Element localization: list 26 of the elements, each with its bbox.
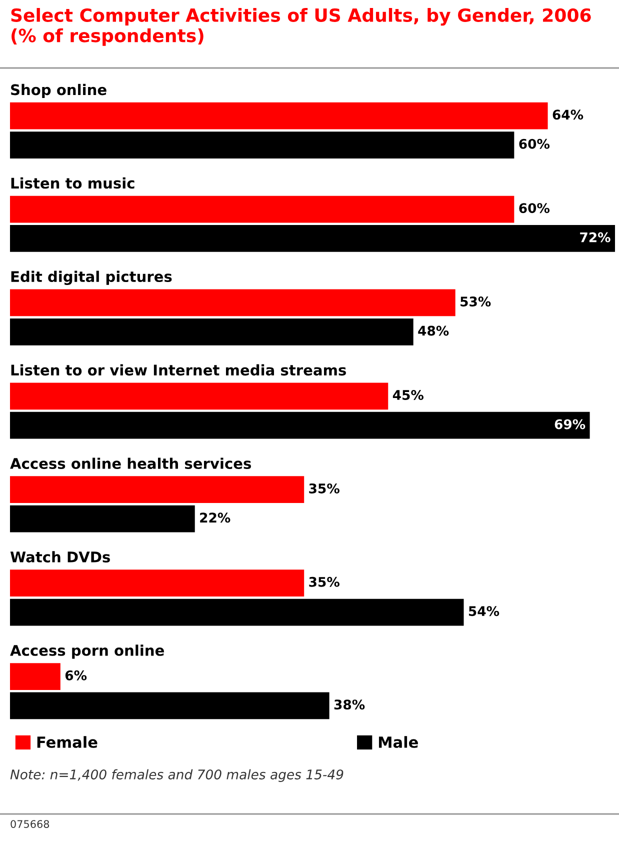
text: 075668 — [10, 820, 50, 828]
data-label: 6% — [65, 670, 87, 680]
data-label: 22% — [200, 512, 230, 523]
y-tick-label: Listen to music — [11, 177, 134, 189]
data-label: 69% — [554, 419, 586, 430]
y-tick-label: Access online health services — [10, 458, 251, 470]
y-tick-label: Edit digital pictures — [11, 270, 172, 285]
data-label: 72% — [580, 232, 610, 242]
y-tick-label: Access porn online — [10, 644, 164, 659]
y-tick-label: Watch DVDs — [10, 551, 110, 562]
y-tick-label: Shop online — [11, 84, 106, 98]
data-label: 48% — [418, 326, 449, 336]
text: Note: n=1,400 females and 700 males ages 15-49 — [10, 769, 344, 782]
y-tick-label: Listen to or view Internet media streams — [11, 364, 346, 376]
data-label: 35% — [309, 576, 340, 587]
data-label: 45% — [392, 390, 424, 400]
data-label: 53% — [460, 296, 491, 307]
chart-title: Select Computer Activities of US Adults, by Gender, 2006 (% of respondents) — [11, 8, 591, 46]
legend-label: Male — [378, 736, 418, 748]
data-label: 64% — [552, 110, 584, 120]
data-label: 60% — [519, 203, 550, 214]
data-label: 54% — [468, 606, 500, 616]
data-label: 60% — [519, 138, 550, 149]
data-label: 38% — [334, 700, 365, 710]
data-label: 35% — [309, 483, 340, 494]
legend-label: Female — [37, 736, 98, 748]
